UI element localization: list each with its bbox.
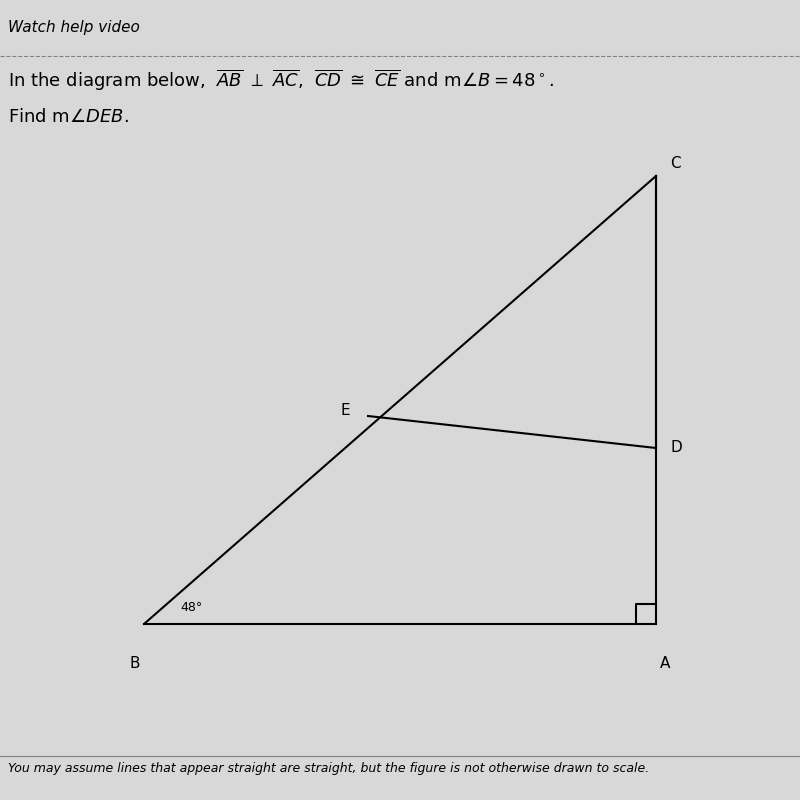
Text: 48°: 48°	[180, 602, 202, 614]
Text: A: A	[660, 656, 670, 670]
Text: B: B	[130, 656, 141, 670]
Text: In the diagram below,  $\overline{AB}$ $\perp$ $\overline{AC}$,  $\overline{CD}$: In the diagram below, $\overline{AB}$ $\…	[8, 68, 554, 94]
Text: D: D	[670, 441, 682, 455]
Text: You may assume lines that appear straight are straight, but the figure is not ot: You may assume lines that appear straigh…	[8, 762, 650, 774]
Text: C: C	[670, 156, 681, 170]
Text: Watch help video: Watch help video	[8, 20, 140, 35]
Text: E: E	[341, 403, 350, 418]
Text: Find m$\angle DEB$.: Find m$\angle DEB$.	[8, 108, 129, 126]
